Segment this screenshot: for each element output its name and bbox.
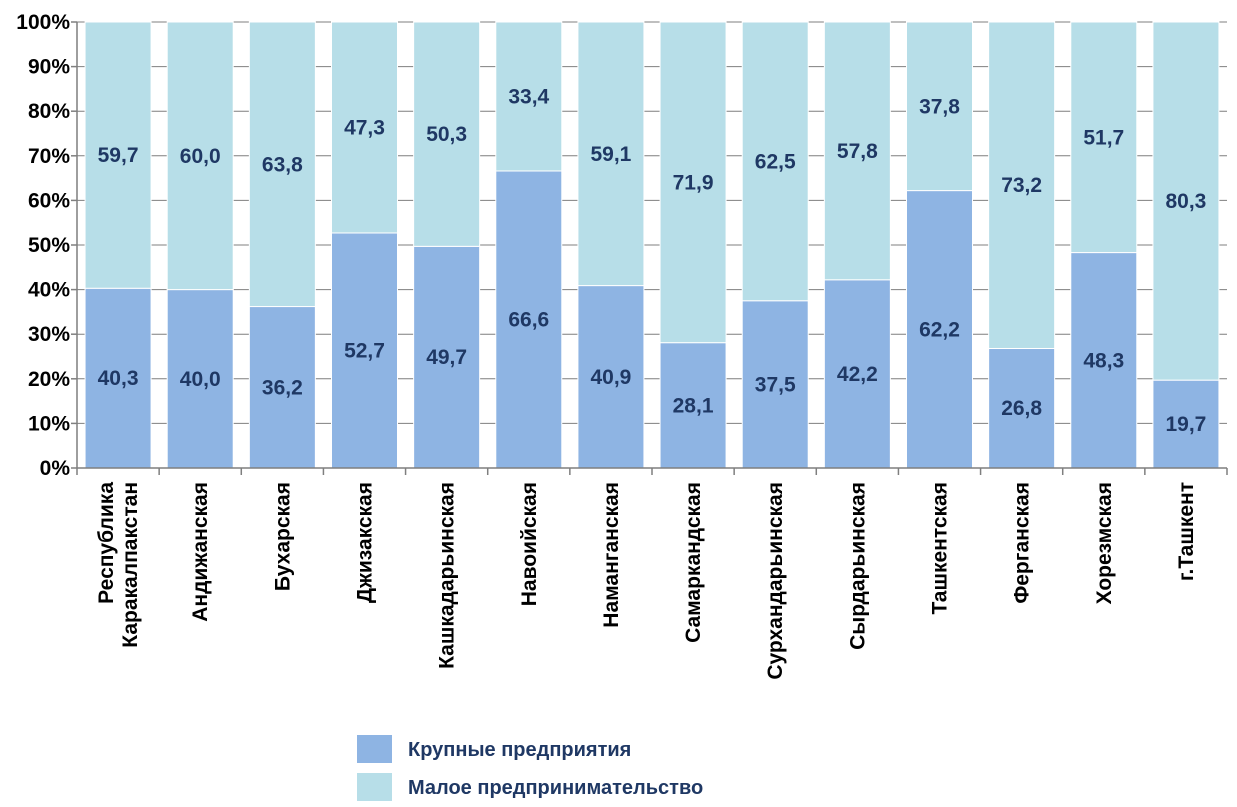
x-category-label: Ташкентская (929, 482, 952, 615)
data-label: 37,8 (919, 95, 960, 118)
bar-large-enterprises (331, 232, 398, 469)
bar-small-business (413, 21, 481, 247)
bar-small-business (84, 21, 152, 289)
data-label: 40,3 (98, 367, 139, 390)
data-label: 66,6 (508, 308, 549, 331)
x-category-label: Хорезмская (1093, 482, 1116, 604)
bar-small-business (988, 21, 1056, 349)
data-label: 40,0 (180, 368, 221, 391)
bar-large-enterprises (495, 170, 563, 469)
bar-small-business (495, 21, 563, 172)
data-label: 47,3 (344, 116, 385, 139)
data-label: 42,2 (837, 363, 878, 386)
bar-large-enterprises (659, 342, 727, 469)
data-label: 71,9 (673, 171, 714, 194)
data-label: 28,1 (673, 394, 714, 417)
bar-small-business (1070, 21, 1138, 254)
data-label: 36,2 (262, 376, 303, 399)
bar-small-business (906, 21, 973, 192)
y-tick-label: 10% (28, 412, 70, 435)
data-label: 50,3 (426, 123, 467, 146)
legend-swatch (357, 735, 392, 763)
x-category-label: Андижанская (189, 482, 212, 622)
category-labels: Республика Каракалпакстан Андижанская Бухар… (95, 482, 1198, 680)
x-category-label: Бухарская (271, 482, 294, 591)
x-category-label: Кашкадарьинская (436, 482, 459, 669)
bar-large-enterprises (741, 300, 809, 469)
y-tick-label: 80% (28, 100, 70, 123)
bar-small-business (659, 21, 727, 344)
bars: 40,3 59,7 40,0 60,0 36,2 63,8 52,7 47,3 49,7 50,3… (84, 21, 1220, 469)
bar-small-business (166, 21, 234, 291)
x-category-label: Сырдарьинская (846, 482, 869, 650)
x-category-label: Республика (95, 482, 118, 604)
data-label: 80,3 (1165, 190, 1206, 213)
y-tick-label: 30% (28, 323, 70, 346)
legend-swatch (357, 773, 392, 801)
data-label: 37,5 (755, 373, 796, 396)
bar-small-business (741, 21, 809, 302)
x-category-label: Джизакская (354, 482, 377, 603)
x-category-label: Сурхандарьинская (764, 482, 787, 680)
bar-large-enterprises (166, 289, 234, 469)
data-label: 52,7 (344, 339, 385, 362)
data-label: 57,8 (837, 140, 878, 163)
x-category-label: Самаркандская (682, 482, 705, 643)
bar-small-business (823, 21, 891, 281)
data-label: 51,7 (1083, 126, 1124, 149)
data-label: 19,7 (1165, 413, 1206, 436)
data-label: 73,2 (1001, 174, 1042, 197)
x-category-label: Наманганская (600, 482, 623, 628)
data-label: 60,0 (180, 145, 221, 168)
bar-small-business (1152, 21, 1220, 381)
bar-large-enterprises (577, 285, 645, 469)
legend: Крупные предприятия Малое предприниматель… (357, 735, 703, 801)
y-tick-label: 90% (28, 56, 70, 79)
y-tick-label: 0% (40, 457, 71, 480)
y-tick-label: 70% (28, 145, 70, 168)
bar-small-business (577, 21, 645, 287)
legend-label: Малое предпринимательство (408, 777, 703, 799)
y-tick-label: 100% (16, 11, 70, 34)
bar-large-enterprises (413, 245, 481, 469)
data-label: 62,5 (755, 150, 796, 173)
data-label: 62,2 (919, 318, 960, 341)
data-label: 63,8 (262, 153, 303, 176)
data-label: 59,7 (98, 144, 139, 167)
x-category-label: г.Ташкент (1175, 482, 1198, 581)
data-label: 49,7 (426, 346, 467, 369)
y-tick-label: 40% (28, 279, 70, 302)
y-tick-label: 20% (28, 368, 70, 391)
data-label: 40,9 (590, 366, 631, 389)
legend-label: Крупные предприятия (408, 739, 631, 761)
x-category-label: Ферганская (1011, 482, 1034, 604)
y-tick-label: 60% (28, 189, 70, 212)
x-category-label: Навоийская (518, 482, 541, 606)
y-tick-label: 50% (28, 234, 70, 257)
data-label: 26,8 (1001, 397, 1042, 420)
data-label: 33,4 (508, 85, 549, 108)
data-label: 48,3 (1083, 349, 1124, 372)
bar-large-enterprises (84, 287, 152, 469)
x-category-label: Каракалпакстан (119, 482, 142, 648)
bar-small-business (331, 21, 398, 234)
axes: 0% 10% 20% 30% 40% 50% 60% 70% 80% 90% 100% (16, 11, 1228, 480)
bar-large-enterprises (1070, 252, 1138, 469)
bar-large-enterprises (906, 190, 973, 469)
data-label: 59,1 (590, 143, 631, 166)
bar-small-business (248, 21, 316, 308)
